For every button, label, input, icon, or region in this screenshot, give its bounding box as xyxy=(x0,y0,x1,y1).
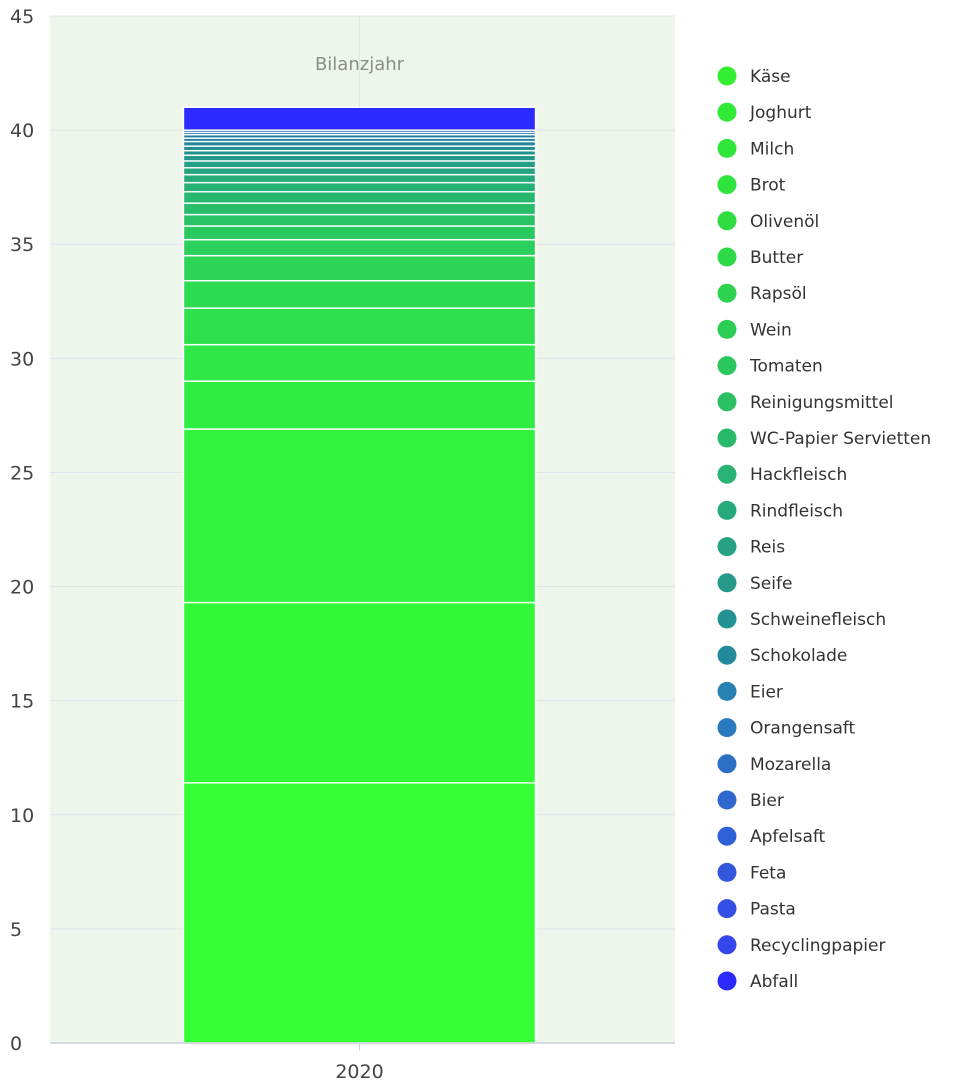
legend-label-21[interactable]: Bier xyxy=(750,791,784,811)
legend-marker-13[interactable] xyxy=(717,500,737,520)
legend-marker-15[interactable] xyxy=(717,573,737,593)
legend-label-13[interactable]: Rindfleisch xyxy=(750,501,843,521)
legend-marker-2[interactable] xyxy=(717,102,737,122)
legend-label-12[interactable]: Hackfleisch xyxy=(750,465,847,485)
legend-label-6[interactable]: Butter xyxy=(750,248,803,268)
legend-marker-17[interactable] xyxy=(717,645,737,665)
legend-marker-26[interactable] xyxy=(717,971,737,991)
legend-label-11[interactable]: WC-Papier Servietten xyxy=(750,429,931,449)
y-tick-label-15: 15 xyxy=(10,691,34,713)
bar-segment-18[interactable] xyxy=(182,154,537,162)
bar-segment-13[interactable] xyxy=(182,191,537,204)
y-tick-label-0: 0 xyxy=(10,1033,22,1055)
bar-segment-10[interactable] xyxy=(182,225,537,241)
legend-marker-20[interactable] xyxy=(717,754,737,774)
legend-label-7[interactable]: Rapsöl xyxy=(750,284,807,304)
bar-segment-3[interactable] xyxy=(182,428,537,604)
bar-stack xyxy=(182,106,537,1044)
y-tick-label-30: 30 xyxy=(10,348,34,370)
bar-segment-14[interactable] xyxy=(182,181,537,193)
bar-segment-7[interactable] xyxy=(182,280,537,309)
legend-label-2[interactable]: Joghurt xyxy=(749,103,812,123)
legend-marker-19[interactable] xyxy=(717,718,737,738)
legend-label-1[interactable]: Käse xyxy=(750,67,791,87)
y-tick-label-35: 35 xyxy=(10,234,34,256)
legend-label-16[interactable]: Schweinefleisch xyxy=(750,610,886,630)
bar-segment-16[interactable] xyxy=(182,167,537,176)
legend-label-15[interactable]: Seife xyxy=(750,574,792,594)
legend-marker-9[interactable] xyxy=(717,356,737,376)
bar-segment-26[interactable] xyxy=(182,106,537,131)
bar-segment-5[interactable] xyxy=(182,343,537,382)
bar-segment-1[interactable] xyxy=(182,782,537,1044)
legend-label-23[interactable]: Feta xyxy=(750,863,786,883)
legend-marker-21[interactable] xyxy=(717,790,737,810)
legend-label-25[interactable]: Recyclingpapier xyxy=(750,936,885,956)
legend-label-10[interactable]: Reinigungsmittel xyxy=(750,393,894,413)
bar-segment-9[interactable] xyxy=(182,238,537,257)
y-tick-label-20: 20 xyxy=(10,577,34,599)
bar-segment-6[interactable] xyxy=(182,307,537,346)
legend-marker-8[interactable] xyxy=(717,319,737,339)
y-tick-label-5: 5 xyxy=(10,919,22,941)
legend-label-18[interactable]: Eier xyxy=(750,682,783,702)
legend-marker-1[interactable] xyxy=(717,66,737,86)
legend-marker-22[interactable] xyxy=(717,826,737,846)
legend-marker-10[interactable] xyxy=(717,392,737,412)
legend-label-14[interactable]: Reis xyxy=(750,538,785,558)
legend-marker-5[interactable] xyxy=(717,211,737,231)
legend-marker-12[interactable] xyxy=(717,464,737,484)
annotation-label: Bilanzjahr xyxy=(315,54,405,75)
y-tick-label-25: 25 xyxy=(10,462,34,484)
legend-label-26[interactable]: Abfall xyxy=(750,972,798,992)
legend-marker-23[interactable] xyxy=(717,862,737,882)
legend-marker-24[interactable] xyxy=(717,899,737,919)
bar-segment-8[interactable] xyxy=(182,254,537,282)
legend-marker-18[interactable] xyxy=(717,681,737,701)
legend-label-22[interactable]: Apfelsaft xyxy=(750,827,826,847)
legend-label-3[interactable]: Milch xyxy=(750,139,794,159)
legend-marker-4[interactable] xyxy=(717,175,737,195)
bar-segment-15[interactable] xyxy=(182,173,537,184)
legend-marker-11[interactable] xyxy=(717,428,737,448)
legend-marker-25[interactable] xyxy=(717,935,737,955)
legend-label-17[interactable]: Schokolade xyxy=(750,646,847,666)
legend-marker-16[interactable] xyxy=(717,609,737,629)
legend-marker-7[interactable] xyxy=(717,283,737,303)
legend-label-20[interactable]: Mozarella xyxy=(750,755,831,775)
legend-label-4[interactable]: Brot xyxy=(750,176,786,196)
legend-label-8[interactable]: Wein xyxy=(750,320,792,340)
legend-label-9[interactable]: Tomaten xyxy=(749,357,823,377)
legend-label-24[interactable]: Pasta xyxy=(750,900,796,920)
axes: 0 5 10 15 20 25 30 35 40 45 2020 xyxy=(10,6,675,1083)
bar-segment-11[interactable] xyxy=(182,213,537,227)
y-tick-label-10: 10 xyxy=(10,805,34,827)
y-tick-label-45: 45 xyxy=(10,6,34,28)
legend: Käse Joghurt Milch Brot Olivenöl Butter Rapsöl… xyxy=(717,66,931,992)
bar-segment-2[interactable] xyxy=(182,601,537,784)
bar-segment-4[interactable] xyxy=(182,380,537,430)
legend-marker-3[interactable] xyxy=(717,138,737,158)
legend-marker-14[interactable] xyxy=(717,537,737,557)
legend-label-19[interactable]: Orangensaft xyxy=(750,719,856,739)
legend-marker-6[interactable] xyxy=(717,247,737,267)
legend-label-5[interactable]: Olivenöl xyxy=(750,212,819,232)
x-tick-label-2020: 2020 xyxy=(335,1061,383,1082)
y-tick-label-40: 40 xyxy=(10,120,34,142)
bar-segment-12[interactable] xyxy=(182,202,537,216)
bar-segment-17[interactable] xyxy=(182,160,537,169)
